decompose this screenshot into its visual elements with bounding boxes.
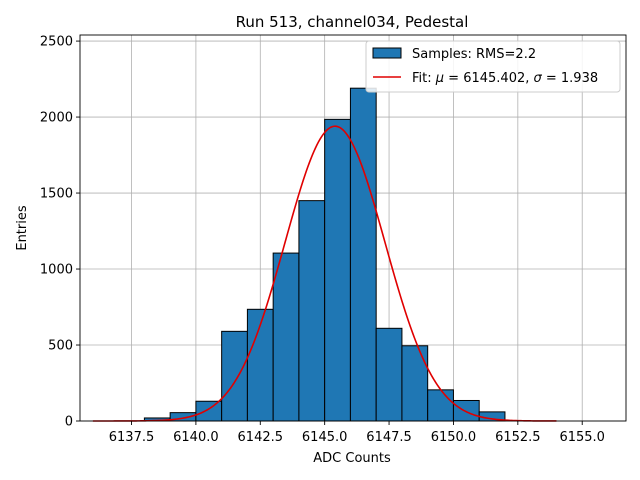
legend-fit-prefix: Fit: [412, 71, 436, 86]
legend-histogram-swatch [372, 47, 402, 59]
x-tick-label: 6147.5 [366, 430, 412, 445]
y-tick-label: 2500 [40, 35, 73, 50]
plot-frame [79, 34, 627, 422]
histogram-bar [221, 330, 248, 422]
histogram-bar [349, 87, 377, 422]
histogram-bar [427, 389, 454, 422]
histogram-bar [401, 345, 429, 422]
histogram-bar [272, 252, 300, 422]
x-axis: 6137.5 6140.0 6142.5 6145.0 6147.5 6150.0 6152… [109, 421, 605, 445]
histogram-bar [298, 200, 326, 422]
histogram-bar [452, 399, 480, 422]
x-axis-label: ADC Counts [313, 451, 391, 466]
legend-fit-sigma-value: = 1.938 [542, 71, 598, 86]
x-tick-label: 6152.5 [495, 430, 541, 445]
y-tick-label: 1000 [40, 263, 73, 278]
histogram-bar [324, 118, 351, 422]
y-tick-label: 1500 [40, 187, 73, 202]
legend-box [365, 40, 621, 93]
legend-fit-label: Fit: μ = 6145.402, σ = 1.938 [412, 71, 598, 86]
y-axis-label: Entries [15, 205, 30, 251]
legend-histogram-label: Samples: RMS=2.2 [412, 47, 536, 62]
x-tick-label: 6155.0 [559, 430, 605, 445]
legend-fit-mu-symbol: μ [435, 71, 444, 86]
legend-fit-sigma-symbol: σ [534, 71, 543, 86]
y-tick-label: 0 [65, 415, 73, 430]
x-tick-label: 6150.0 [431, 430, 477, 445]
x-tick-label: 6137.5 [109, 430, 155, 445]
legend-fit-mu-value: = 6145.402, [444, 71, 533, 86]
chart-title: Run 513, channel034, Pedestal [236, 13, 469, 31]
y-tick-label: 2000 [40, 111, 73, 126]
histogram-bar [195, 400, 223, 422]
histogram-bars [143, 87, 506, 422]
x-tick-label: 6145.0 [302, 430, 348, 445]
y-tick-label: 500 [48, 339, 73, 354]
y-axis: 0 500 1000 1500 2000 2500 [40, 35, 80, 430]
fit-curve [92, 125, 557, 422]
x-tick-label: 6142.5 [238, 430, 284, 445]
x-tick-label: 6140.0 [173, 430, 219, 445]
histogram-bar [375, 327, 403, 422]
legend: Samples: RMS=2.2 Fit: μ = 6145.402, σ = … [365, 40, 621, 93]
